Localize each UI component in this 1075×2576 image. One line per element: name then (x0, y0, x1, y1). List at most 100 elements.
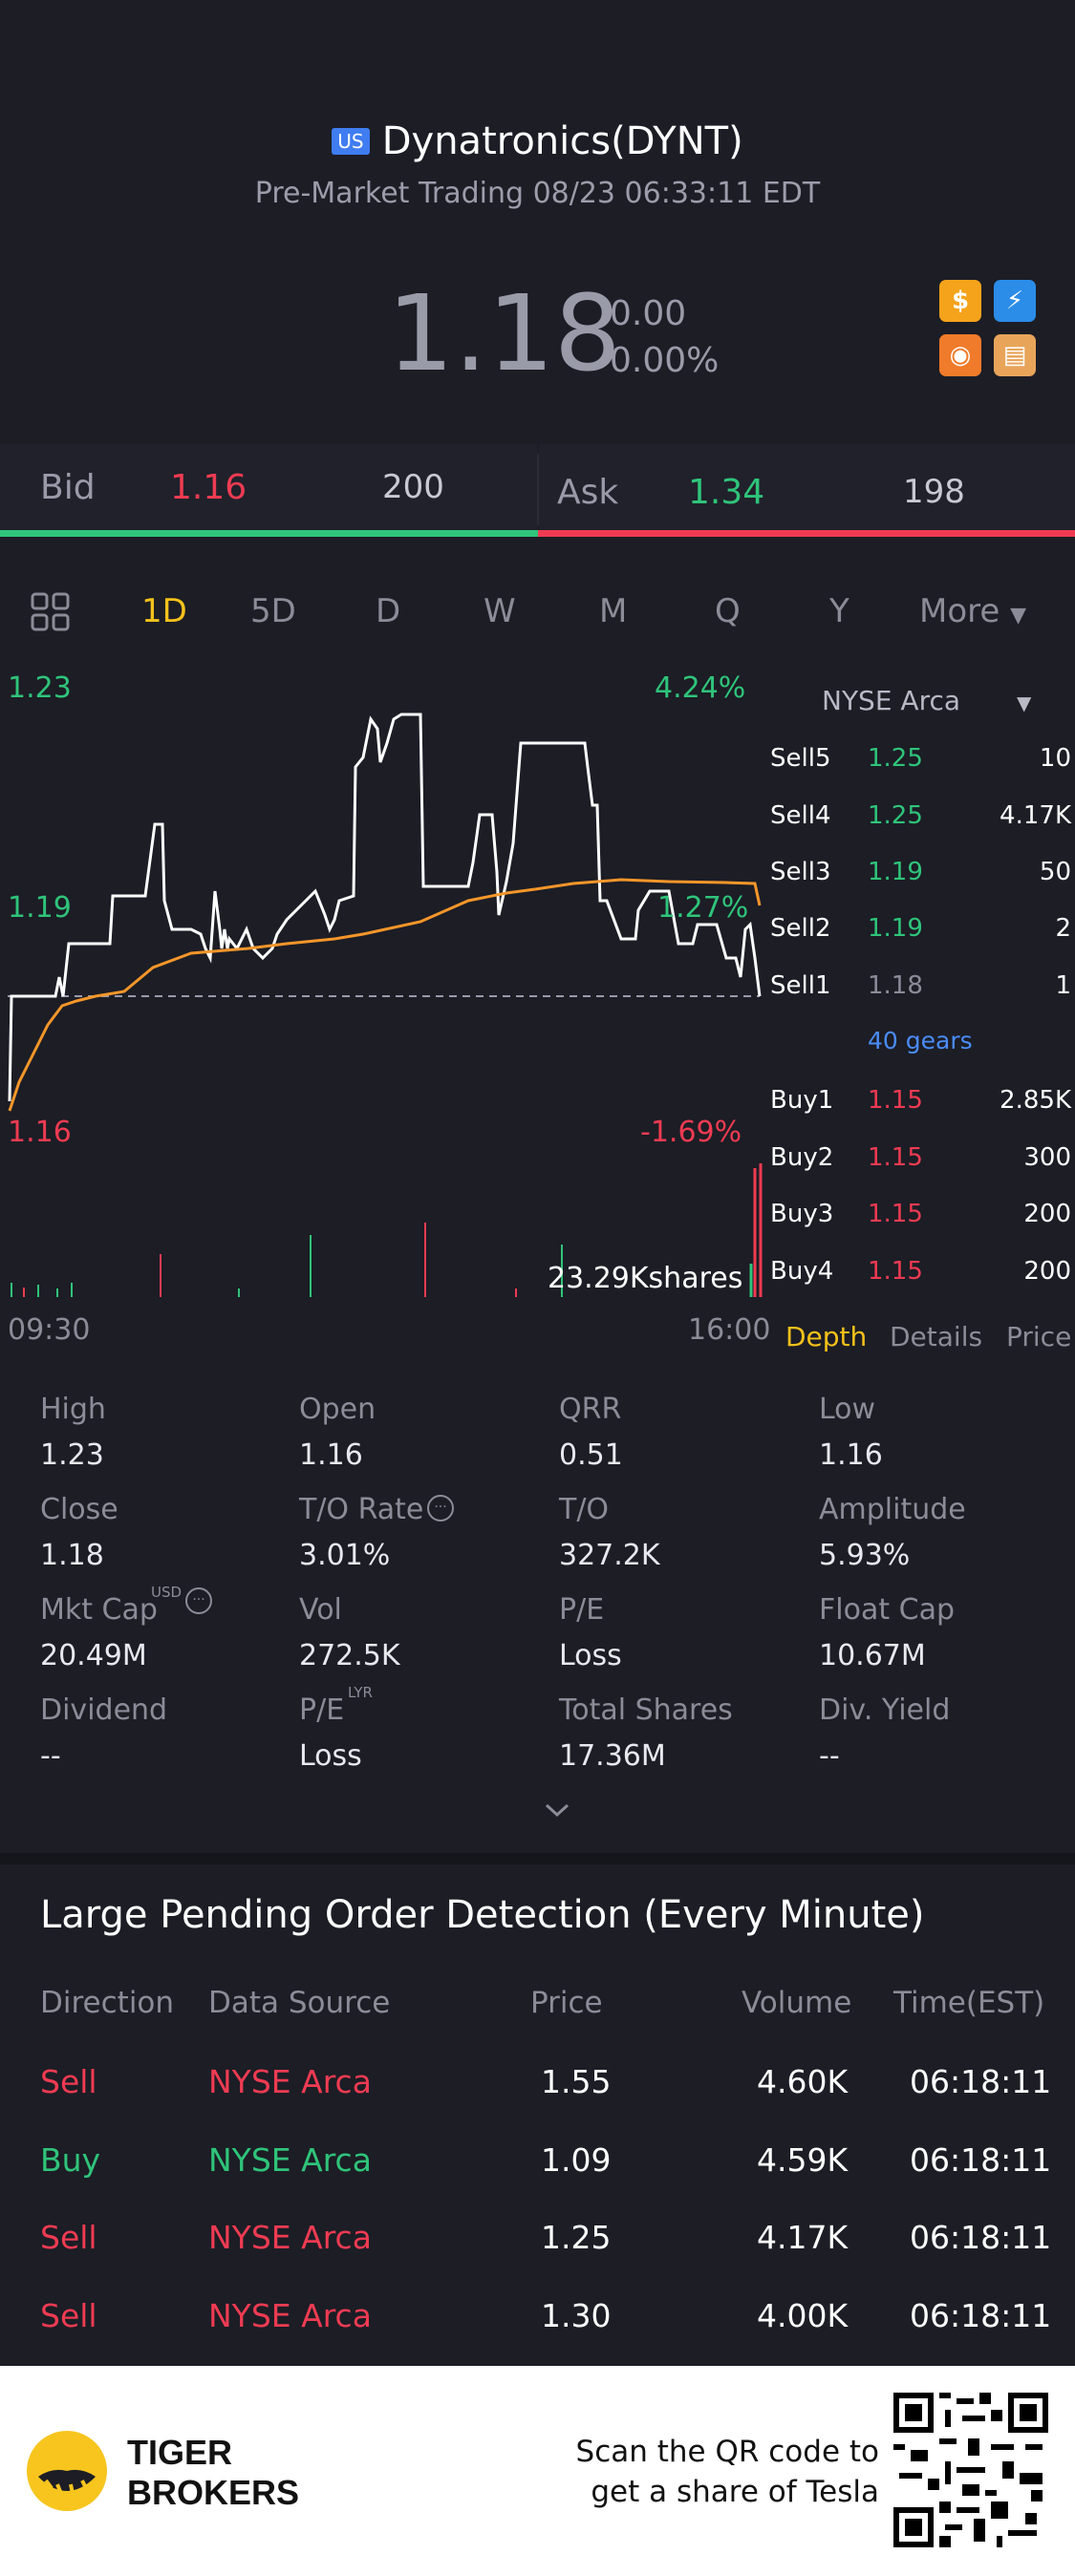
chart-low-price: 1.16 (8, 1116, 72, 1149)
stat-high-value: 1.23 (40, 1438, 104, 1472)
tab-q[interactable]: Q (715, 592, 741, 630)
tab-5d[interactable]: 5D (250, 592, 296, 630)
stat-total-shares-value: 17.36M (559, 1739, 666, 1773)
stat-qrr-value: 0.51 (559, 1438, 623, 1472)
price-change-pct: 0.00% (610, 341, 720, 380)
info-icon[interactable]: ··· (427, 1495, 454, 1522)
bid-volume-bar (0, 530, 538, 537)
row-direction: Buy (40, 2141, 101, 2179)
stat-to-value: 327.2K (559, 1539, 660, 1572)
stack-icon[interactable]: ▤ (994, 334, 1036, 376)
currency-sup: USD (151, 1584, 183, 1601)
bid-section (0, 444, 537, 537)
row-volume: 4.59K (757, 2141, 849, 2179)
chart-mid-price: 1.19 (8, 891, 72, 925)
market-badge: US (332, 128, 370, 155)
tab-details[interactable]: Details (890, 1321, 983, 1352)
last-price: 1.18 (387, 272, 621, 394)
stats-grid: High 1.23 Open 1.16 QRR 0.51 Low 1.16 Cl… (0, 1375, 1075, 1853)
row-price: 1.55 (541, 2063, 612, 2100)
exchange-select[interactable]: NYSE Arca ▼ (822, 685, 1031, 716)
col-time: Time(EST) (893, 1986, 1045, 2020)
col-source: Data Source (208, 1986, 391, 2020)
section-divider (0, 1853, 1075, 1864)
ask-section (539, 444, 1075, 537)
price-line (8, 713, 762, 1102)
stat-vol-value: 272.5K (299, 1639, 400, 1672)
row-source: NYSE Arca (208, 2219, 372, 2256)
bid-size: 200 (382, 468, 444, 506)
sell-row: Sell4 1.25 4.17K (770, 801, 1071, 830)
intraday-chart[interactable]: 1.23 4.24% 1.19 1.27% 1.16 -1.69% 23.29K… (0, 671, 770, 1347)
price-change: 0.00 (610, 294, 687, 333)
qr-code (893, 2393, 1048, 2547)
chart-mid-pct: 1.27% (657, 891, 749, 925)
row-volume: 4.00K (757, 2297, 849, 2334)
tab-m[interactable]: M (599, 592, 628, 630)
sell-row: Sell2 1.19 2 (770, 914, 1071, 943)
row-time: 06:18:11 (910, 2297, 1052, 2334)
row-direction: Sell (40, 2297, 97, 2334)
stat-dividend-label: Dividend (40, 1693, 168, 1727)
more-label: More (919, 592, 1000, 630)
row-time: 06:18:11 (910, 2219, 1052, 2256)
chart-high-pct: 4.24% (655, 671, 746, 705)
bid-ask-bar: Bid 1.16 200 Ask 1.34 198 (0, 444, 1075, 537)
caret-down-icon: ▼ (1010, 604, 1027, 628)
gears-link[interactable]: 40 gears (868, 1027, 973, 1054)
order-book: NYSE Arca ▼ Sell5 1.25 10 Sell4 1.25 4.17K S… (764, 671, 1075, 1352)
chart-svg (8, 713, 763, 1297)
bid-price: 1.16 (170, 468, 247, 507)
stat-close-value: 1.18 (40, 1539, 104, 1572)
dollar-icon[interactable]: $ (939, 280, 981, 322)
exchange-label: NYSE Arca (822, 685, 961, 716)
bid-label: Bid (40, 468, 96, 507)
ask-label: Ask (557, 473, 619, 512)
stat-mkt-cap-label: Mkt Cap (40, 1593, 158, 1627)
tab-y[interactable]: Y (829, 592, 849, 630)
row-volume: 4.60K (757, 2063, 849, 2100)
row-price: 1.25 (541, 2219, 612, 2256)
tiger-icon[interactable]: ◉ (939, 334, 981, 376)
stat-amplitude-label: Amplitude (819, 1493, 966, 1526)
lyr-sup: LYR (348, 1684, 373, 1701)
info-icon[interactable]: ··· (185, 1587, 212, 1614)
tab-w[interactable]: W (484, 592, 516, 630)
share-footer: TIGER BROKERS Scan the QR code to get a … (0, 2366, 1075, 2576)
layout-grid-icon[interactable] (31, 592, 71, 632)
chevron-down-icon[interactable] (543, 1796, 571, 1824)
stat-pe-lyr-value: Loss (299, 1739, 362, 1773)
col-volume: Volume (742, 1986, 852, 2020)
stat-low-label: Low (819, 1393, 876, 1426)
row-source: NYSE Arca (208, 2141, 372, 2179)
tab-depth[interactable]: Depth (785, 1321, 868, 1352)
stat-high-label: High (40, 1393, 106, 1426)
scan-line2: get a share of Tesla (591, 2475, 879, 2509)
tab-price[interactable]: Price (1006, 1321, 1072, 1352)
stat-amplitude-value: 5.93% (819, 1539, 911, 1572)
stat-close-label: Close (40, 1493, 118, 1526)
stat-div-yield-label: Div. Yield (819, 1693, 951, 1727)
row-volume: 4.17K (757, 2219, 849, 2256)
stat-low-value: 1.16 (819, 1438, 883, 1472)
chart-high-price: 1.23 (8, 671, 72, 705)
tab-more[interactable]: More ▼ (919, 592, 1026, 630)
stat-pe-label: P/E (559, 1593, 605, 1627)
stat-pe-value: Loss (559, 1639, 622, 1672)
sell-row: Sell5 1.25 10 (770, 744, 1071, 773)
stat-open-label: Open (299, 1393, 376, 1426)
row-source: NYSE Arca (208, 2297, 372, 2334)
lightning-icon[interactable]: ⚡ (994, 280, 1036, 322)
brand-line1: TIGER (127, 2433, 233, 2472)
tab-1d[interactable]: 1D (141, 592, 187, 630)
stat-float-cap-value: 10.67M (819, 1639, 926, 1672)
tab-d[interactable]: D (376, 592, 401, 630)
sell-row: Sell3 1.19 50 (770, 858, 1071, 886)
buy-row: Buy1 1.15 2.85K (770, 1086, 1071, 1115)
sell-row: Sell1 1.18 1 (770, 971, 1071, 1000)
large-order-title: Large Pending Order Detection (Every Min… (40, 1893, 925, 1937)
row-price: 1.09 (541, 2141, 612, 2179)
row-direction: Sell (40, 2219, 97, 2256)
row-source: NYSE Arca (208, 2063, 372, 2100)
caret-down-icon: ▼ (1016, 692, 1032, 714)
